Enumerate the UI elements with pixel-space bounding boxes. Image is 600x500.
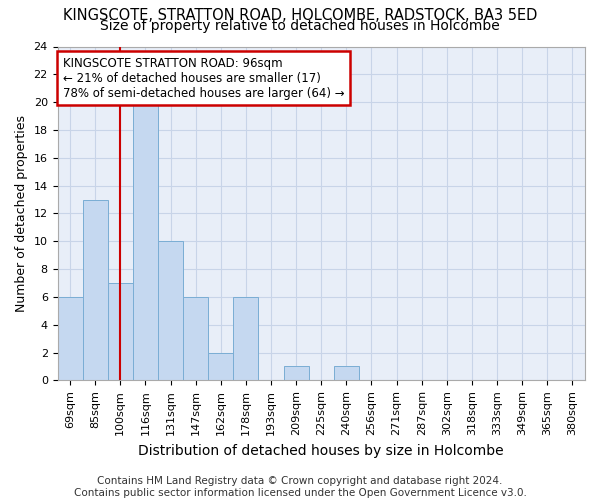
Bar — [334, 366, 359, 380]
X-axis label: Distribution of detached houses by size in Holcombe: Distribution of detached houses by size … — [139, 444, 504, 458]
Bar — [133, 102, 158, 380]
Bar — [284, 366, 309, 380]
Bar — [233, 297, 259, 380]
Text: KINGSCOTE, STRATTON ROAD, HOLCOMBE, RADSTOCK, BA3 5ED: KINGSCOTE, STRATTON ROAD, HOLCOMBE, RADS… — [63, 8, 537, 22]
Bar — [108, 283, 133, 380]
Bar — [83, 200, 108, 380]
Y-axis label: Number of detached properties: Number of detached properties — [15, 115, 28, 312]
Bar — [158, 241, 183, 380]
Text: Contains HM Land Registry data © Crown copyright and database right 2024.
Contai: Contains HM Land Registry data © Crown c… — [74, 476, 526, 498]
Bar — [183, 297, 208, 380]
Text: KINGSCOTE STRATTON ROAD: 96sqm
← 21% of detached houses are smaller (17)
78% of : KINGSCOTE STRATTON ROAD: 96sqm ← 21% of … — [63, 56, 344, 100]
Text: Size of property relative to detached houses in Holcombe: Size of property relative to detached ho… — [100, 19, 500, 33]
Bar — [208, 352, 233, 380]
Bar — [58, 297, 83, 380]
